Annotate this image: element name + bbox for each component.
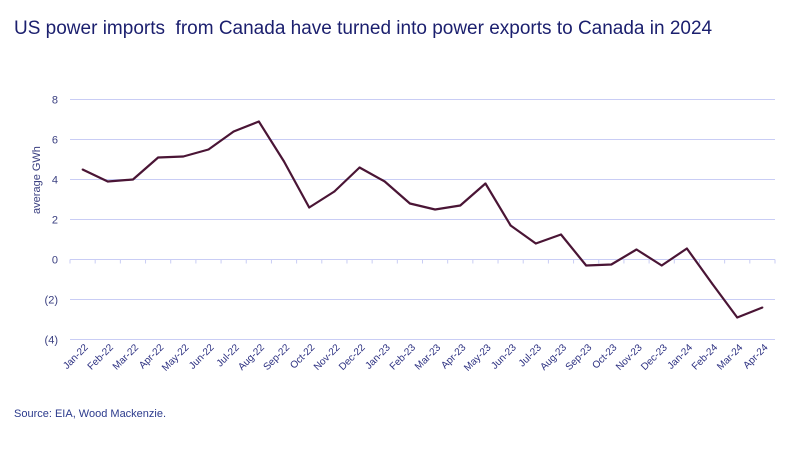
x-tick-label: Feb-23 <box>388 342 418 372</box>
data-point <box>131 178 134 181</box>
x-tick-label: Apr-24 <box>742 342 771 371</box>
data-point <box>106 180 109 183</box>
data-point <box>635 248 638 251</box>
series-line <box>82 120 763 319</box>
chart-title: US power imports from Canada have turned… <box>14 18 713 39</box>
x-tick-label: Sep-22 <box>262 342 293 373</box>
x-tick-label: Mar-22 <box>111 342 141 372</box>
data-point <box>283 160 286 163</box>
x-tick-label: Feb-22 <box>86 342 116 372</box>
x-tick-label: Dec-22 <box>337 342 368 373</box>
data-point <box>157 156 160 159</box>
x-tick-label: May-23 <box>462 342 494 374</box>
y-tick-label: 4 <box>52 175 58 187</box>
source-note: Source: EIA, Wood Mackenzie. <box>14 408 167 420</box>
x-tick-label: Nov-22 <box>312 342 343 373</box>
x-tick-label: Jun-23 <box>489 342 519 372</box>
data-point <box>383 180 386 183</box>
x-tick-label: Sep-23 <box>564 342 595 373</box>
data-point <box>660 264 663 267</box>
data-point <box>182 155 185 158</box>
x-tick-label: Dec-23 <box>639 342 670 373</box>
x-tick-label: Jan-23 <box>363 342 393 372</box>
x-tick-label: Mar-24 <box>715 342 745 372</box>
y-tick-label: 0 <box>52 255 58 267</box>
y-tick-label: 6 <box>52 135 58 147</box>
x-tick-label: Nov-23 <box>614 342 645 373</box>
data-point <box>761 306 764 309</box>
y-tick-label: (4) <box>45 335 58 347</box>
y-tick-label: 2 <box>52 215 58 227</box>
data-point <box>257 120 260 123</box>
data-point <box>81 168 84 171</box>
x-tick-label: Aug-23 <box>539 342 570 373</box>
data-point <box>711 282 714 285</box>
data-point <box>408 202 411 205</box>
data-point <box>685 247 688 250</box>
data-point <box>585 264 588 267</box>
data-point <box>434 208 437 211</box>
data-point <box>610 263 613 266</box>
data-point <box>534 242 537 245</box>
x-tick-label: Mar-23 <box>413 342 443 372</box>
data-point <box>232 130 235 133</box>
data-point <box>358 166 361 169</box>
data-point <box>207 148 210 151</box>
data-point <box>509 224 512 227</box>
x-tick-label: Jan-24 <box>666 342 696 372</box>
x-tick-label: Feb-24 <box>690 342 720 372</box>
data-point <box>333 190 336 193</box>
x-tick-label: Jan-22 <box>61 342 91 372</box>
data-point <box>459 204 462 207</box>
data-point <box>484 182 487 185</box>
y-tick-label: 8 <box>52 95 58 107</box>
data-point <box>308 206 311 209</box>
x-tick-label: Jun-22 <box>187 342 217 372</box>
data-point <box>736 316 739 319</box>
y-axis-label: average GWh <box>31 146 43 214</box>
data-point <box>559 233 562 236</box>
x-tick-label: Aug-22 <box>236 342 267 373</box>
y-tick-label: (2) <box>45 295 58 307</box>
x-tick-label: May-22 <box>160 342 192 374</box>
